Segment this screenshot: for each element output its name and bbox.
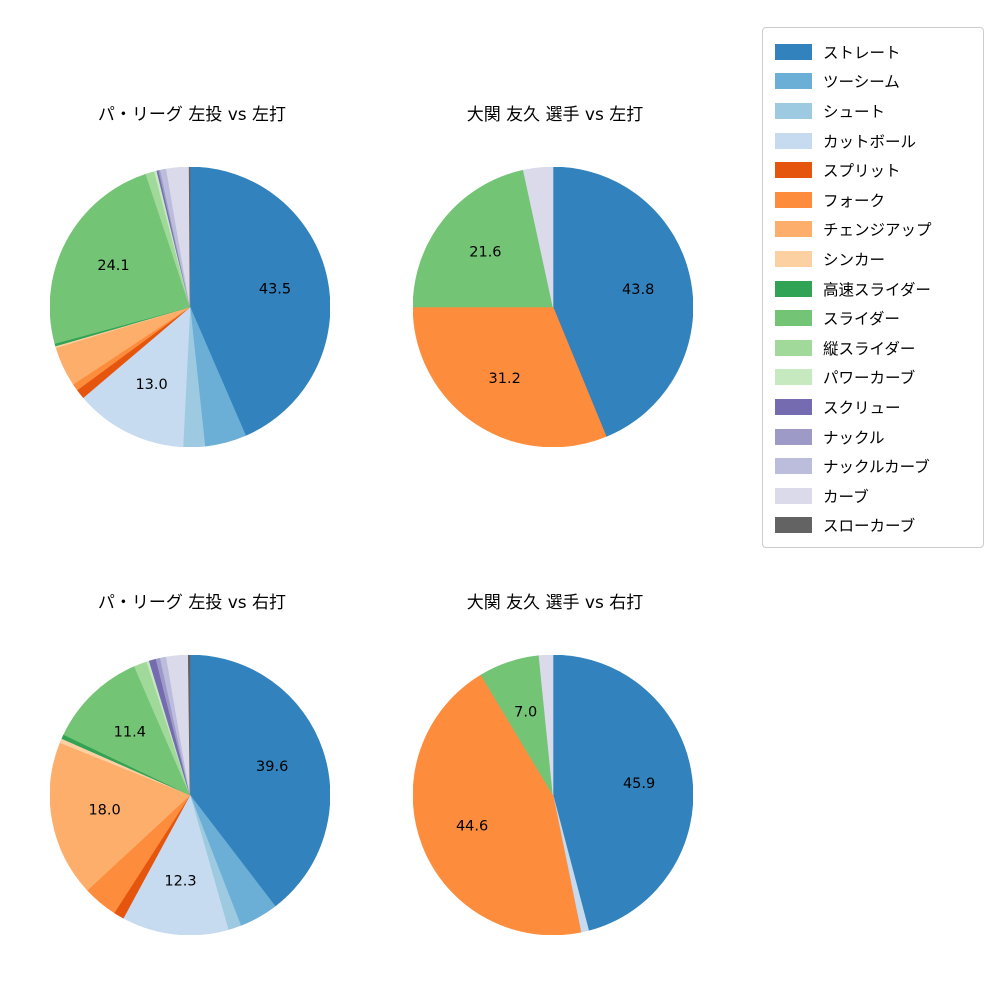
legend-item: 高速スライダー [763, 274, 983, 304]
legend-label: 高速スライダー [823, 280, 931, 299]
pie-slice [552, 167, 693, 437]
legend-swatch [775, 517, 812, 534]
pie-percent-label: 13.0 [135, 377, 167, 393]
legend-label: チェンジアップ [823, 221, 932, 240]
legend-item: ストレート [763, 37, 983, 67]
pie-slice [188, 167, 191, 308]
legend-label: パワーカーブ [823, 369, 916, 388]
pie-slice [189, 167, 330, 436]
legend-swatch [775, 339, 812, 356]
legend-swatch [775, 191, 812, 208]
legend-swatch [775, 43, 812, 60]
pie-percent-label: 39.6 [256, 759, 288, 775]
pie-slice [50, 173, 191, 344]
pie-percent-label: 11.4 [114, 725, 146, 741]
chart-title-ozeki-vs-left: 大関 友久 選手 vs 左打 [466, 105, 644, 125]
legend-item: カーブ [763, 481, 983, 511]
pie-percent-label: 43.8 [622, 282, 654, 298]
pie-chart-pa-league-vs-right: 39.6 12.3 18.0 11.4 [50, 655, 330, 935]
legend-item: チェンジアップ [763, 215, 983, 245]
pie-slice [63, 666, 191, 796]
pie-slice [413, 169, 554, 308]
pie-slice [50, 742, 191, 891]
legend-label: ストレート [823, 43, 901, 62]
legend-swatch [775, 487, 812, 504]
legend-swatch [775, 162, 812, 179]
pie-percent-label: 21.6 [469, 245, 501, 261]
legend-item: スプリット [763, 155, 983, 185]
legend-swatch [775, 280, 812, 297]
pie-slice [413, 306, 607, 447]
legend-label: カーブ [823, 487, 869, 506]
legend-label: 縦スライダー [823, 339, 916, 358]
pie-percent-label: 24.1 [97, 258, 129, 274]
legend-item: スクリュー [763, 392, 983, 422]
pie-percent-label: 7.0 [514, 705, 537, 721]
legend-swatch [775, 428, 812, 445]
pie-percent-label: 45.9 [623, 776, 655, 792]
legend-swatch [775, 73, 812, 90]
legend-item: ツーシーム [763, 67, 983, 97]
pie-percent-label: 31.2 [489, 371, 521, 387]
pie-chart-pa-league-vs-left: 43.5 13.0 24.1 [50, 167, 330, 447]
legend-swatch [775, 102, 812, 119]
legend-label: ナックル [823, 428, 885, 447]
legend-item: 縦スライダー [763, 333, 983, 363]
pie-chart-ozeki-vs-left: 43.8 31.2 21.6 [413, 167, 693, 447]
legend-item: カットボール [763, 126, 983, 156]
legend-swatch [775, 310, 812, 327]
legend-label: スライダー [823, 310, 900, 329]
legend-item: シュート [763, 96, 983, 126]
pie-slice [522, 167, 554, 308]
legend-swatch [775, 369, 812, 386]
pie-percent-label: 43.5 [259, 281, 291, 297]
legend-label: シュート [823, 102, 886, 121]
legend-item: フォーク [763, 185, 983, 215]
legend-swatch [775, 458, 812, 475]
chart-title-pa-league-vs-left: パ・リーグ 左投 vs 左打 [97, 105, 287, 125]
pie-slice [187, 655, 191, 796]
pie-slice [413, 674, 582, 935]
legend-label: スクリュー [823, 398, 901, 417]
legend-item: スライダー [763, 303, 983, 333]
legend-label: ナックルカーブ [823, 458, 930, 477]
legend-item: スローカーブ [763, 511, 983, 541]
pie-slice [82, 306, 191, 447]
chart-title-pa-league-vs-right: パ・リーグ 左投 vs 右打 [97, 593, 287, 613]
legend-item: パワーカーブ [763, 363, 983, 393]
pie-slice [122, 794, 229, 935]
pie-chart-ozeki-vs-right: 45.9 44.6 7.0 [413, 655, 693, 935]
chart-title-ozeki-vs-right: 大関 友久 選手 vs 右打 [466, 593, 644, 613]
legend-label: スローカーブ [823, 517, 916, 536]
pie-percent-label: 18.0 [88, 803, 120, 819]
pie-slice [538, 655, 554, 796]
legend-item: シンカー [763, 244, 983, 274]
pie-slice [189, 655, 330, 907]
pie-percent-label: 12.3 [164, 873, 196, 889]
legend-label: スプリット [823, 162, 901, 181]
legend-label: フォーク [823, 191, 886, 210]
legend-item: ナックルカーブ [763, 451, 983, 481]
legend-item: ナックル [763, 422, 983, 452]
legend-label: カットボール [823, 132, 917, 151]
legend-label: シンカー [823, 250, 886, 269]
legend-swatch [775, 250, 812, 267]
legend-label: ツーシーム [823, 73, 900, 92]
legend-swatch [775, 221, 812, 238]
legend-swatch [775, 132, 812, 149]
pie-percent-label: 44.6 [456, 818, 488, 834]
pie-slice [552, 655, 693, 931]
legend-swatch [775, 398, 812, 415]
pitch-type-legend: ストレートツーシームシュートカットボール スプリットフォークチェンジアップ シンカー… [762, 27, 984, 549]
